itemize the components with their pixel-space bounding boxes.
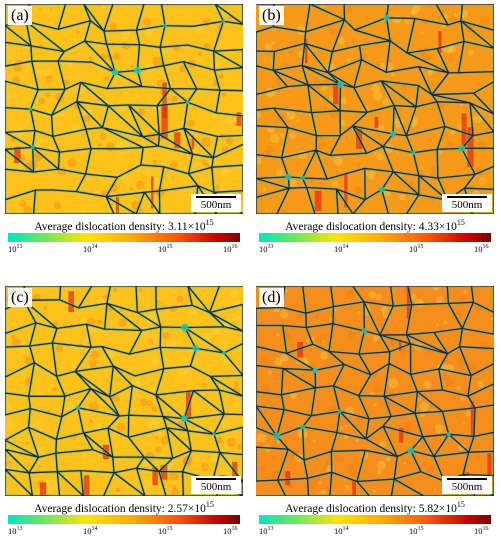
scale-bar: 500nm bbox=[191, 476, 241, 494]
scale-bar-line bbox=[447, 478, 487, 480]
colorbar-tick: 1014 bbox=[334, 526, 349, 536]
colorbar bbox=[8, 515, 240, 524]
colorbar-tick: 1013 bbox=[8, 526, 23, 536]
average-density-caption: Average dislocation density: 3.11×1015 bbox=[34, 218, 214, 233]
colorbar-tick: 1015 bbox=[409, 526, 424, 536]
scale-bar: 500nm bbox=[442, 476, 492, 494]
scale-bar: 500nm bbox=[191, 194, 241, 212]
dislocation-map-c: (c) 500nm bbox=[5, 286, 243, 496]
average-density-caption: Average dislocation density: 2.57×1015 bbox=[34, 500, 214, 515]
scale-bar-label: 500nm bbox=[451, 481, 483, 493]
colorbar-tick: 1015 bbox=[409, 244, 424, 254]
colorbar-tick: 1016 bbox=[223, 244, 238, 254]
colorbar-tick: 1016 bbox=[474, 526, 489, 536]
colorbar bbox=[8, 233, 240, 242]
scale-bar: 500nm bbox=[442, 194, 492, 212]
colorbar bbox=[259, 515, 491, 524]
colorbar-tick: 1015 bbox=[158, 244, 173, 254]
panel-label: (c) bbox=[8, 288, 32, 307]
colorbar-ticks: 1013 1014 1015 1016 bbox=[256, 526, 494, 538]
colorbar-ticks: 1013 1014 1015 1016 bbox=[5, 526, 243, 538]
average-density-caption: Average dislocation density: 4.33×1015 bbox=[285, 218, 465, 233]
scale-bar-line bbox=[196, 196, 236, 198]
scale-bar-line bbox=[196, 478, 236, 480]
scale-bar-label: 500nm bbox=[200, 199, 232, 211]
colorbar-tick: 1013 bbox=[259, 526, 274, 536]
colorbar-ticks: 1013 1014 1015 1016 bbox=[5, 244, 243, 256]
panel-label: (b) bbox=[259, 6, 284, 25]
colorbar bbox=[259, 233, 491, 242]
colorbar-tick: 1013 bbox=[8, 244, 23, 254]
colorbar-tick: 1014 bbox=[83, 244, 98, 254]
colorbar-tick: 1014 bbox=[83, 526, 98, 536]
scale-bar-line bbox=[447, 196, 487, 198]
colorbar-tick: 1016 bbox=[474, 244, 489, 254]
colorbar-tick: 1014 bbox=[334, 244, 349, 254]
panel-label: (a) bbox=[8, 6, 32, 25]
dislocation-map-b: (b) 500nm bbox=[256, 4, 494, 214]
colorbar-tick: 1016 bbox=[223, 526, 238, 536]
colorbar-tick: 1013 bbox=[259, 244, 274, 254]
scale-bar-label: 500nm bbox=[451, 199, 483, 211]
average-density-caption: Average dislocation density: 5.82×1015 bbox=[285, 500, 465, 515]
dislocation-map-d: (d) 500nm bbox=[256, 286, 494, 496]
panel-label: (d) bbox=[259, 288, 284, 307]
dislocation-map-a: (a) 500nm bbox=[5, 4, 243, 214]
colorbar-ticks: 1013 1014 1015 1016 bbox=[256, 244, 494, 256]
colorbar-tick: 1015 bbox=[158, 526, 173, 536]
scale-bar-label: 500nm bbox=[200, 481, 232, 493]
